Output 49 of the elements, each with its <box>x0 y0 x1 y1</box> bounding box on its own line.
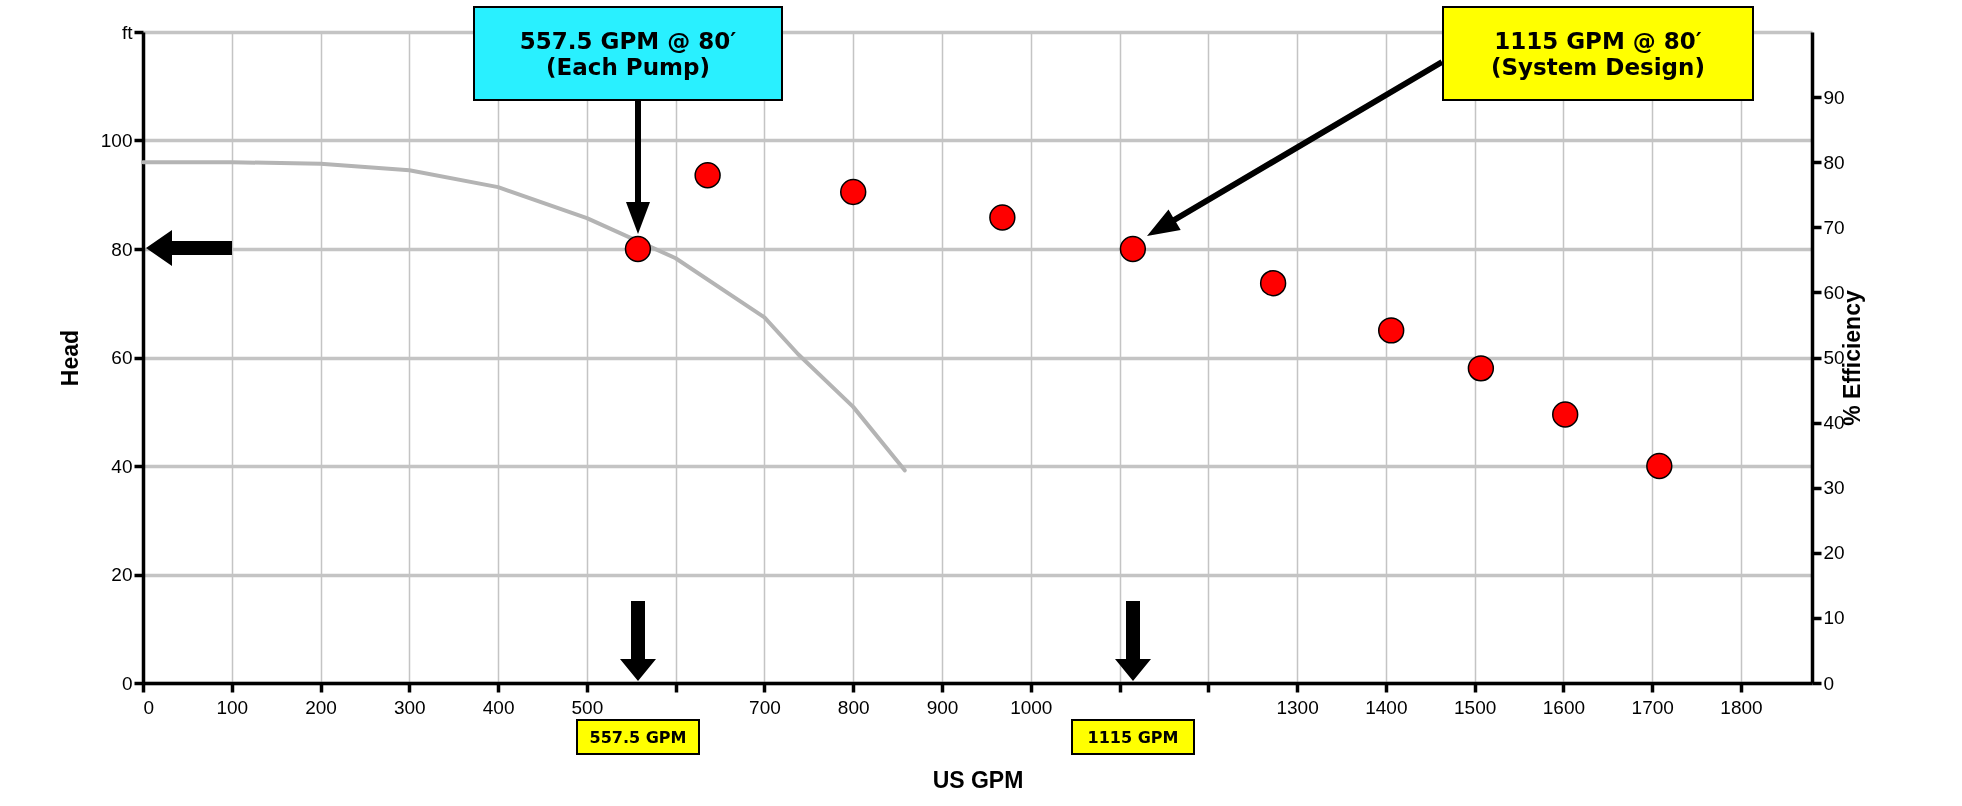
y2-tick-label: 40 <box>1823 412 1845 434</box>
callout-box: 557.5 GPM <box>576 719 700 755</box>
point <box>624 235 652 263</box>
x-tick-label: 1000 <box>1010 696 1053 718</box>
x-tick-label: 0 <box>143 696 155 718</box>
x-tick-label: 700 <box>749 696 781 718</box>
x-tick-label: 1400 <box>1365 696 1408 718</box>
callout-box: 1115 GPM @ 80′ (System Design) <box>1442 6 1754 101</box>
y-axis-title: Head <box>56 329 83 387</box>
x-tick-label: 900 <box>926 696 959 718</box>
point <box>989 204 1016 231</box>
x-tick-label: 300 <box>393 696 426 718</box>
point <box>1378 317 1405 344</box>
y-tick-label: 20 <box>111 564 133 585</box>
y-tick-label: 100 <box>100 130 133 151</box>
x-tick-label: 1500 <box>1454 696 1497 718</box>
y2-tick-label: 0 <box>1823 672 1835 694</box>
y-tick-label: 40 <box>111 455 133 477</box>
x-tick-label: 1700 <box>1631 696 1674 718</box>
y2-tick-label: 30 <box>1823 477 1845 499</box>
callout-box: 557.5 GPM @ 80′ (Each Pump) <box>473 6 783 101</box>
y2-tick-label: 80 <box>1823 151 1845 173</box>
x-tick-label: 200 <box>305 696 337 718</box>
x-tick-label: 1800 <box>1720 696 1763 718</box>
line-series <box>141 160 907 473</box>
y2-tick-label: 60 <box>1823 281 1845 303</box>
point <box>694 162 721 189</box>
point <box>1467 355 1495 382</box>
y-tick-label: 80 <box>111 238 133 260</box>
y-tick-label: 0 <box>121 672 133 694</box>
point <box>840 178 867 206</box>
x-axis-title: US GPM <box>932 766 1024 793</box>
x-tick-label: 500 <box>571 696 604 718</box>
callout-box: 1115 GPM <box>1071 719 1195 755</box>
y2-tick-label: 10 <box>1823 607 1845 629</box>
x-tick-label: 100 <box>216 696 249 718</box>
x-tick-label: 400 <box>482 696 515 718</box>
point <box>1119 235 1147 263</box>
y2-tick-label: 70 <box>1823 216 1845 238</box>
y2-tick-label: 90 <box>1823 86 1845 108</box>
x-tick-label: 1600 <box>1542 696 1586 718</box>
x-tick-label: 800 <box>837 696 870 718</box>
point <box>1552 401 1579 428</box>
x-tick-label: 1300 <box>1276 696 1319 718</box>
y2-tick-label: 20 <box>1823 542 1845 564</box>
point <box>1259 270 1287 297</box>
y-tick-label: 60 <box>111 347 133 368</box>
y-tick-label: ft <box>121 21 134 43</box>
point <box>1646 452 1673 480</box>
